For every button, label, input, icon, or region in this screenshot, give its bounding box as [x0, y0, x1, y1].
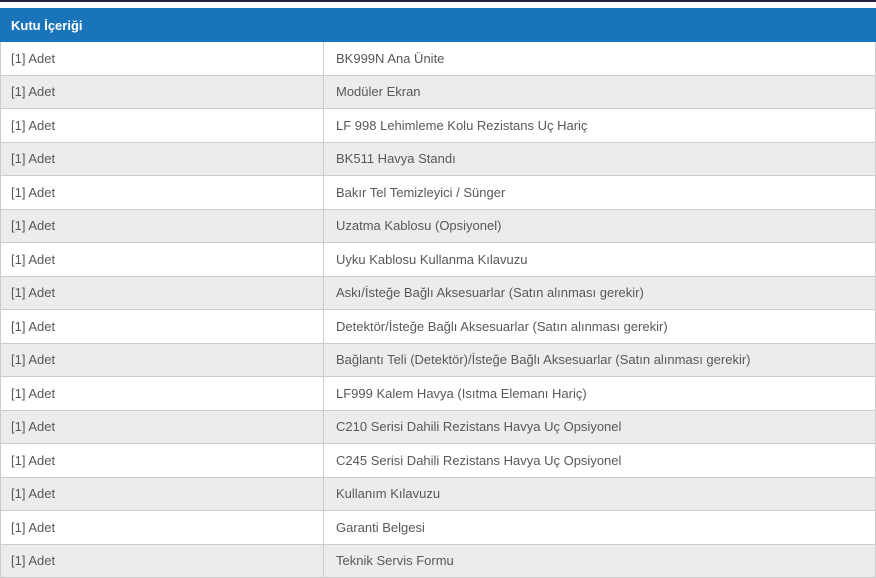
table-title: Kutu İçeriği	[0, 8, 876, 42]
item-name-cell: Bağlantı Teli (Detektör)/İsteğe Bağlı Ak…	[323, 342, 876, 377]
item-name-cell: Bakır Tel Temizleyici / Sünger	[323, 175, 876, 210]
top-divider-line	[0, 0, 876, 2]
item-name-cell: LF 998 Lehimleme Kolu Rezistans Uç Hariç	[323, 108, 876, 143]
item-name-cell: Kullanım Kılavuzu	[323, 476, 876, 511]
item-name-cell: LF999 Kalem Havya (Isıtma Elemanı Hariç)	[323, 376, 876, 411]
quantity-cell: [1] Adet	[0, 74, 324, 109]
quantity-cell: [1] Adet	[0, 543, 324, 578]
quantity-cell: [1] Adet	[0, 175, 324, 210]
quantity-cell: [1] Adet	[0, 443, 324, 478]
item-name-cell: BK999N Ana Ünite	[323, 41, 876, 76]
quantity-cell: [1] Adet	[0, 342, 324, 377]
table-row: [1] Adet LF 998 Lehimleme Kolu Rezistans…	[0, 108, 876, 143]
quantity-cell: [1] Adet	[0, 510, 324, 545]
table-row: [1] Adet Teknik Servis Formu	[0, 543, 876, 578]
table-row: [1] Adet Detektör/İsteğe Bağlı Aksesuarl…	[0, 309, 876, 344]
quantity-cell: [1] Adet	[0, 41, 324, 76]
table-row: [1] Adet Modüler Ekran	[0, 74, 876, 109]
item-name-cell: BK511 Havya Standı	[323, 141, 876, 176]
item-name-cell: Teknik Servis Formu	[323, 543, 876, 578]
table-row: [1] Adet C245 Serisi Dahili Rezistans Ha…	[0, 443, 876, 478]
table-row: [1] Adet Garanti Belgesi	[0, 510, 876, 545]
table-row: [1] Adet Askı/İsteğe Bağlı Aksesuarlar (…	[0, 275, 876, 310]
quantity-cell: [1] Adet	[0, 242, 324, 277]
item-name-cell: Modüler Ekran	[323, 74, 876, 109]
table-header-row: Kutu İçeriği	[0, 8, 876, 42]
quantity-cell: [1] Adet	[0, 309, 324, 344]
table-row: [1] Adet Bağlantı Teli (Detektör)/İsteğe…	[0, 342, 876, 377]
quantity-cell: [1] Adet	[0, 376, 324, 411]
item-name-cell: Garanti Belgesi	[323, 510, 876, 545]
table-row: [1] Adet C210 Serisi Dahili Rezistans Ha…	[0, 409, 876, 444]
quantity-cell: [1] Adet	[0, 275, 324, 310]
quantity-cell: [1] Adet	[0, 108, 324, 143]
table-row: [1] Adet LF999 Kalem Havya (Isıtma Elema…	[0, 376, 876, 411]
quantity-cell: [1] Adet	[0, 208, 324, 243]
quantity-cell: [1] Adet	[0, 409, 324, 444]
item-name-cell: C245 Serisi Dahili Rezistans Havya Uç Op…	[323, 443, 876, 478]
quantity-cell: [1] Adet	[0, 141, 324, 176]
item-name-cell: Uyku Kablosu Kullanma Kılavuzu	[323, 242, 876, 277]
box-contents-table: Kutu İçeriği [1] Adet BK999N Ana Ünite […	[0, 8, 876, 578]
quantity-cell: [1] Adet	[0, 476, 324, 511]
item-name-cell: Detektör/İsteğe Bağlı Aksesuarlar (Satın…	[323, 309, 876, 344]
table-row: [1] Adet Uzatma Kablosu (Opsiyonel)	[0, 208, 876, 243]
table-row: [1] Adet Uyku Kablosu Kullanma Kılavuzu	[0, 242, 876, 277]
item-name-cell: Uzatma Kablosu (Opsiyonel)	[323, 208, 876, 243]
table-row: [1] Adet Kullanım Kılavuzu	[0, 476, 876, 511]
table-row: [1] Adet Bakır Tel Temizleyici / Sünger	[0, 175, 876, 210]
item-name-cell: C210 Serisi Dahili Rezistans Havya Uç Op…	[323, 409, 876, 444]
table-row: [1] Adet BK511 Havya Standı	[0, 141, 876, 176]
item-name-cell: Askı/İsteğe Bağlı Aksesuarlar (Satın alı…	[323, 275, 876, 310]
table-row: [1] Adet BK999N Ana Ünite	[0, 41, 876, 76]
